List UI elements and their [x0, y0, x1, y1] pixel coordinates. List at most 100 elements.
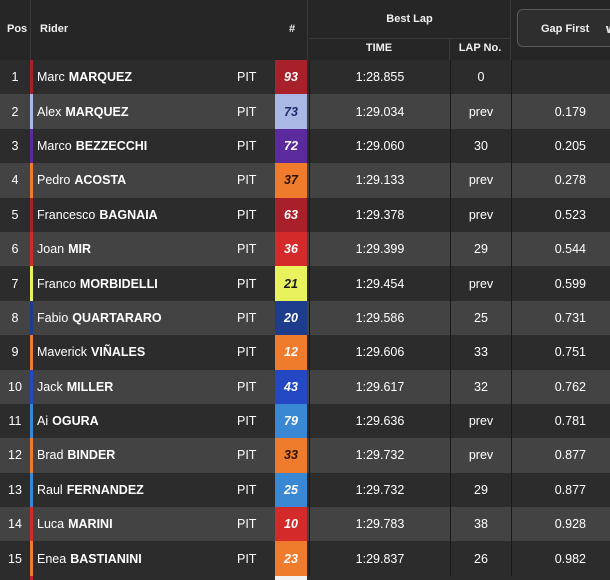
best-lap-time: 1:29.837	[309, 541, 450, 576]
best-lap-number: 25	[450, 300, 512, 336]
best-lap-time: 1:29.732	[309, 472, 450, 508]
gap-to-first: 0.179	[554, 104, 586, 119]
rider-name: Ai OGURA	[37, 404, 227, 438]
rider-name: Franco MORBIDELLI	[37, 266, 227, 300]
table-row[interactable]: 9 Maverick VIÑALES PIT 12 1:29.606 33 0.751	[0, 335, 610, 370]
table-row[interactable]: 4 Pedro ACOSTA PIT 37 1:29.133 prev 0.278	[0, 163, 610, 198]
best-lap-time: 1:29.034	[309, 94, 450, 129]
rider-last-name: MARQUEZ	[65, 104, 129, 119]
team-color-stripe	[30, 197, 33, 232]
pit-status: PIT	[237, 345, 257, 360]
rider-last-name: BASTIANINI	[70, 551, 142, 566]
position: 15	[0, 541, 31, 576]
table-row[interactable]: 3 Marco BEZZECCHI PIT 72 1:29.060 30 0.205	[0, 128, 610, 164]
rider-first-name: Joan	[37, 242, 65, 257]
header-lap-no-label: LAP No.	[458, 42, 502, 54]
table-row[interactable]: 11 Ai OGURA PIT 79 1:29.636 prev 0.781	[0, 403, 610, 439]
position: 9	[0, 335, 31, 370]
rider-number-badge: 79	[275, 403, 307, 439]
rider-first-name: Alex	[37, 104, 62, 119]
pit-status: PIT	[237, 276, 257, 291]
rider-number-badge: 33	[275, 438, 307, 473]
table-row[interactable]: 13 Raul FERNANDEZ PIT 25 1:29.732 29 0.877	[0, 472, 610, 508]
gap-to-first: 0.278	[554, 173, 586, 188]
rider-first-name: Pedro	[37, 173, 71, 188]
rider-first-name: Maverick	[37, 345, 88, 360]
pit-status: PIT	[237, 70, 257, 85]
rider-number-badge: 72	[275, 128, 307, 164]
header-best-lap-label: Best Lap	[386, 13, 433, 25]
rider-name: Francesco BAGNAIA	[37, 198, 227, 232]
header-time-label: TIME	[365, 42, 393, 54]
table-row[interactable]: 12 Brad BINDER PIT 33 1:29.732 prev 0.877	[0, 438, 610, 473]
gap-to-first: 0.928	[554, 517, 586, 532]
pit-status: PIT	[237, 104, 257, 119]
best-lap-time: 1:29.060	[309, 128, 450, 164]
best-lap-number: 30	[450, 128, 512, 164]
rider-number-badge: 20	[275, 300, 307, 336]
best-lap-number: prev	[450, 438, 512, 473]
gap-to-first: 0.599	[554, 276, 586, 291]
table-row[interactable]: 7 Franco MORBIDELLI PIT 21 1:29.454 prev 0.599	[0, 266, 610, 301]
rider-last-name: MARINI	[68, 517, 113, 532]
header-best-lap: Best Lap	[309, 0, 511, 39]
table-row[interactable]: 15 Enea BASTIANINI PIT 23 1:29.837 26 0.982	[0, 541, 610, 576]
table-row[interactable]: 10 Jack MILLER PIT 43 1:29.617 32 0.762	[0, 369, 610, 404]
gap-to-first: 0.205	[554, 138, 586, 153]
pit-status: PIT	[237, 310, 257, 325]
gap-first-dropdown[interactable]: Gap First ∨	[517, 9, 610, 47]
rider-first-name: Raul	[37, 482, 63, 497]
rider-name: Enea BASTIANINI	[37, 541, 227, 575]
header-time: TIME	[309, 39, 450, 60]
header-pos-label: Pos	[7, 23, 28, 35]
rider-last-name: MIR	[68, 242, 92, 257]
team-color-stripe	[30, 403, 33, 439]
rider-name: Raul FERNANDEZ	[37, 473, 227, 507]
rider-number-badge: 37	[275, 163, 307, 198]
table-row[interactable]: 1 Marc MARQUEZ PIT 93 1:28.855 0	[0, 60, 610, 95]
team-color-stripe	[30, 300, 33, 336]
best-lap-number: 0	[450, 60, 512, 95]
best-lap-number: 38	[450, 507, 512, 542]
pit-status: PIT	[237, 173, 257, 188]
position: 5	[0, 197, 31, 232]
rider-first-name: Franco	[37, 276, 76, 291]
pit-status: PIT	[237, 379, 257, 394]
pit-status: PIT	[237, 414, 257, 429]
gap-to-first: 0.877	[554, 448, 586, 463]
rider-number-badge: 36	[275, 231, 307, 267]
team-color-stripe	[30, 60, 33, 95]
best-lap-number: prev	[450, 163, 512, 198]
table-row[interactable]: 14 Luca MARINI PIT 10 1:29.783 38 0.928	[0, 507, 610, 542]
rider-first-name: Ai	[37, 414, 49, 429]
team-color-stripe	[30, 438, 33, 473]
pit-status: PIT	[237, 551, 257, 566]
position: 1	[0, 60, 31, 95]
rider-first-name: Enea	[37, 551, 67, 566]
best-lap-number: prev	[450, 403, 512, 439]
rider-name: Brad BINDER	[37, 438, 227, 472]
rider-last-name: MILLER	[66, 379, 114, 394]
team-color-stripe	[30, 507, 33, 542]
rider-name: Marco BEZZECCHI	[37, 129, 227, 163]
table-row[interactable]: 6 Joan MIR PIT 36 1:29.399 29 0.544	[0, 231, 610, 267]
best-lap-number: 26	[450, 541, 512, 576]
rider-last-name: VIÑALES	[91, 345, 146, 360]
rider-name: Maverick VIÑALES	[37, 335, 227, 369]
table-row[interactable]: 5 Francesco BAGNAIA PIT 63 1:29.378 prev 0.523	[0, 197, 610, 232]
rider-number-badge: 43	[275, 369, 307, 404]
table-row[interactable]: 8 Fabio QUARTARARO PIT 20 1:29.586 25 0.731	[0, 300, 610, 336]
best-lap-time: 1:29.133	[309, 163, 450, 198]
position: 14	[0, 507, 31, 542]
rider-number-badge: 93	[275, 60, 307, 95]
table-row[interactable]: 2 Alex MARQUEZ PIT 73 1:29.034 prev 0.179	[0, 94, 610, 129]
best-lap-number: 33	[450, 335, 512, 370]
team-color-stripe	[30, 231, 33, 267]
best-lap-number: 29	[450, 472, 512, 508]
position: 13	[0, 472, 31, 508]
rider-last-name: OGURA	[52, 414, 99, 429]
rider-name: Jack MILLER	[37, 370, 227, 404]
rider-name: Marc MARQUEZ	[37, 60, 227, 94]
team-color-stripe	[30, 128, 33, 164]
